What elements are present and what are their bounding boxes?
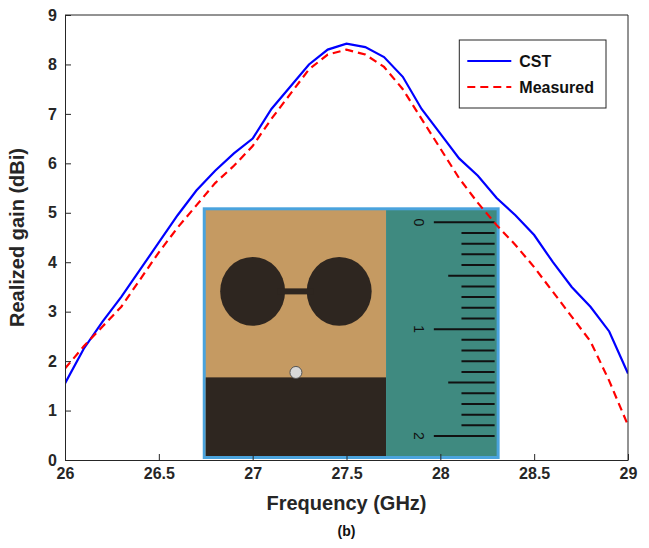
x-tick-label: 29 [620, 465, 638, 482]
inset-ruler-tick [461, 307, 494, 309]
inset-ruler-tick [461, 414, 494, 416]
y-tick-mark [65, 114, 71, 115]
inset-ruler-tick [461, 371, 494, 373]
inset-ruler-tick [461, 339, 494, 341]
y-tick: 0 [48, 452, 71, 469]
inset-ruler-tick [461, 403, 494, 405]
legend-entry: CST [467, 53, 551, 70]
inset-ground [206, 377, 386, 456]
inset-ruler-label: 1 [411, 325, 427, 333]
inset-border [203, 207, 500, 459]
inset-ruler-tick [461, 360, 494, 362]
plot: 0 1 2 26 26.5 27 27.5 28 28.5 29 0 1 2 3 4 5 6 7 8 9 CST Meas… [48, 7, 637, 483]
x-axis: 26 26.5 27 27.5 28 28.5 29 [57, 454, 638, 482]
legend-swatch [467, 86, 511, 88]
y-tick-mark [65, 163, 71, 164]
caption: (b) [338, 523, 356, 539]
y-axis-title: Realized gain (dBi) [6, 148, 28, 327]
inset-ruler-tick [461, 424, 494, 426]
inset-connector [290, 366, 302, 378]
y-tick-label: 1 [48, 402, 57, 419]
y-tick: 4 [48, 254, 71, 271]
x-axis-title: Frequency (GHz) [266, 492, 426, 514]
legend-box [459, 40, 606, 108]
inset-ruler-tick [461, 264, 494, 266]
legend-label: Measured [519, 79, 594, 96]
y-tick-mark [65, 64, 71, 65]
inset-ruler-tick [461, 232, 494, 234]
y-tick-label: 6 [48, 155, 57, 172]
inset-patch [220, 257, 285, 326]
inset-ruler-tick [448, 382, 494, 384]
x-tick-mark [534, 454, 535, 460]
series-line [65, 44, 628, 384]
y-tick-mark [65, 460, 71, 461]
x-tick: 28 [432, 454, 450, 482]
y-tick-label: 8 [48, 56, 57, 73]
inset-ruler-tick [461, 243, 494, 245]
y-tick-label: 7 [48, 106, 57, 123]
inset-ruler-tick [434, 328, 495, 330]
plot-frame [65, 15, 628, 460]
x-tick-label: 28.5 [519, 465, 550, 482]
inset-ruler-label: 0 [411, 218, 427, 226]
x-tick-mark [347, 454, 348, 460]
y-axis: 0 1 2 3 4 5 6 7 8 9 [48, 7, 71, 469]
legend-label: CST [519, 53, 551, 70]
y-tick: 1 [48, 402, 71, 419]
inset-ruler-tick [461, 350, 494, 352]
x-tick: 27 [244, 454, 262, 482]
legend-entry: Measured [467, 79, 594, 96]
axis-line [66, 460, 629, 461]
x-tick: 27.5 [331, 454, 362, 482]
inset-patch [307, 257, 372, 326]
legend: CST Measured [459, 40, 606, 108]
x-tick-mark [440, 454, 441, 460]
inset-board [206, 210, 386, 456]
plot-background [65, 15, 628, 460]
inset-ruler-tick [461, 296, 494, 298]
y-tick: 3 [48, 303, 71, 320]
y-tick-mark [65, 213, 71, 214]
inset-ruler-tick [434, 221, 495, 223]
inset-feed [278, 288, 314, 294]
x-tick-label: 26.5 [144, 465, 175, 482]
y-tick-mark [65, 262, 71, 263]
inset-ruler [386, 210, 497, 456]
y-tick: 5 [48, 204, 71, 221]
x-tick-label: 27 [244, 465, 262, 482]
inset-ruler-tick [434, 435, 495, 437]
inset-ruler-tick [448, 275, 494, 277]
y-tick: 2 [48, 353, 71, 370]
inset-ruler-tick [461, 392, 494, 394]
y-tick: 8 [48, 56, 71, 73]
legend-swatch [467, 60, 511, 62]
inset-ruler-label: 2 [411, 432, 427, 440]
axis-line [65, 16, 66, 461]
y-tick: 6 [48, 155, 71, 172]
chart: 0 1 2 26 26.5 27 27.5 28 28.5 29 0 1 2 3 4 5 6 7 8 9 CST Meas… [0, 0, 649, 548]
y-tick-label: 0 [48, 452, 57, 469]
x-tick-mark [253, 454, 254, 460]
x-tick-label: 26 [57, 465, 75, 482]
x-tick-mark [159, 454, 160, 460]
y-tick-label: 4 [48, 254, 57, 271]
y-tick-mark [65, 361, 71, 362]
x-tick: 26.5 [144, 454, 175, 482]
x-tick: 28.5 [519, 454, 550, 482]
inset: 0 1 2 [203, 207, 500, 459]
y-tick-mark [65, 411, 71, 412]
y-tick-mark [65, 312, 71, 313]
x-tick: 29 [620, 454, 638, 482]
x-tick-label: 28 [432, 465, 450, 482]
inset-ruler-tick [461, 285, 494, 287]
y-tick-label: 3 [48, 303, 57, 320]
y-tick-label: 5 [48, 204, 57, 221]
y-tick: 7 [48, 106, 71, 123]
x-tick-label: 27.5 [331, 465, 362, 482]
inset-ruler-tick [461, 317, 494, 319]
y-tick-label: 2 [48, 353, 57, 370]
y-tick-label: 9 [48, 7, 57, 24]
inset-ruler-tick [461, 253, 494, 255]
